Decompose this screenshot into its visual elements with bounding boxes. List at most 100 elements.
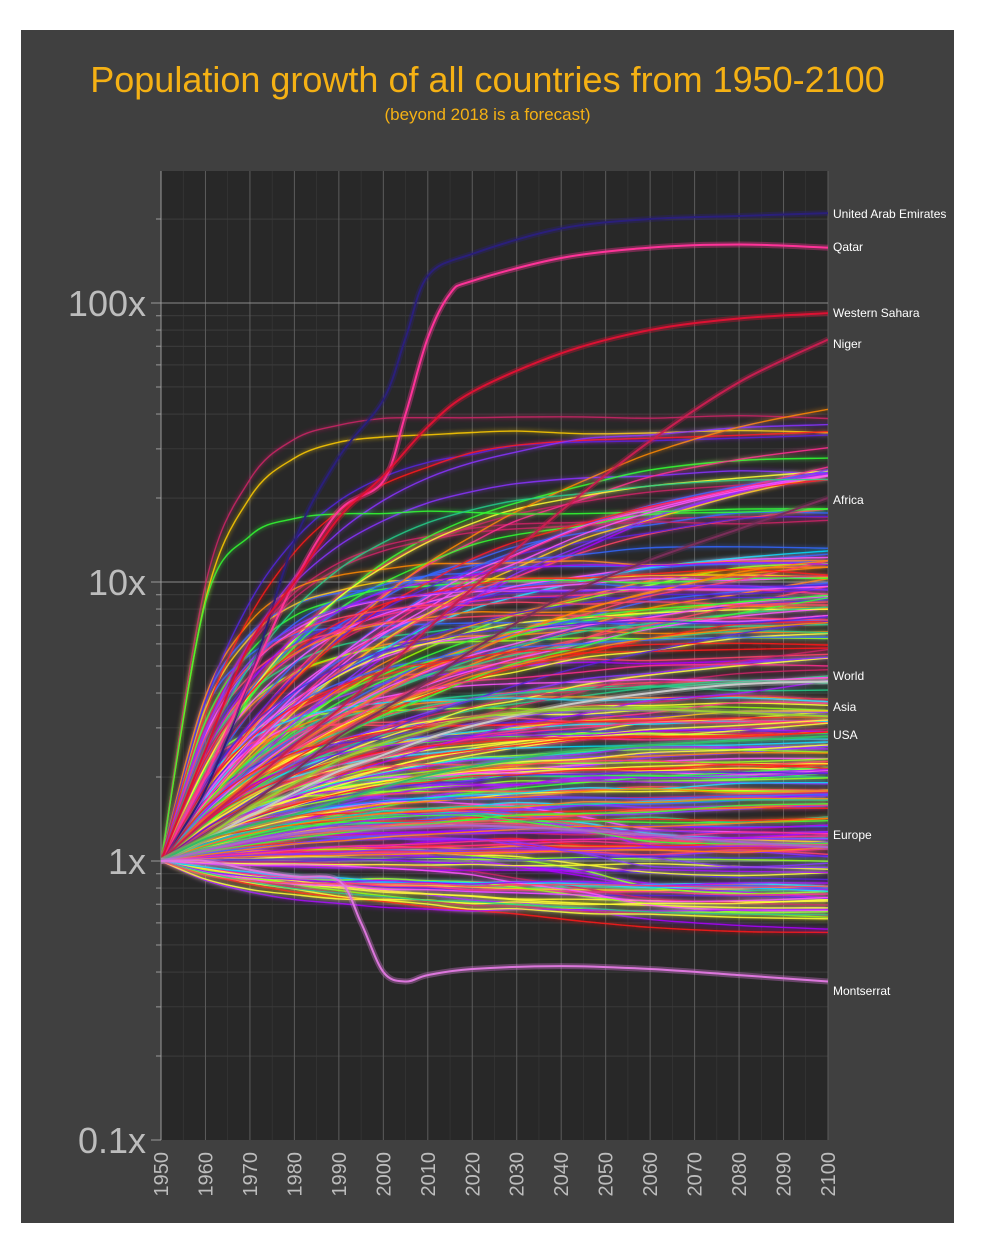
country-line	[161, 474, 828, 862]
x-tick-label: 2030	[507, 1152, 529, 1197]
series-label: Asia	[833, 700, 857, 714]
country-line	[161, 408, 828, 862]
country-line	[161, 620, 828, 862]
country-line	[161, 763, 828, 862]
series-line	[161, 859, 828, 983]
y-tick-label: 0.1x	[78, 1120, 146, 1161]
series-line	[161, 707, 828, 862]
country-line	[161, 656, 828, 862]
country-line	[161, 860, 828, 912]
country-line	[161, 616, 828, 862]
country-line	[161, 860, 828, 906]
series-label: Qatar	[833, 240, 863, 254]
x-tick-label: 1980	[284, 1152, 306, 1197]
country-line	[161, 561, 828, 862]
country-line	[161, 679, 828, 862]
series-label: Africa	[833, 493, 864, 507]
x-tick-label: 2070	[685, 1152, 707, 1197]
country-line	[161, 434, 828, 862]
country-line	[161, 429, 828, 862]
country-line	[161, 559, 828, 862]
country-line	[161, 614, 828, 862]
country-line	[161, 788, 828, 862]
series-line	[161, 312, 828, 862]
series-line	[161, 338, 828, 862]
series-line	[161, 824, 828, 862]
x-tick-label: 2020	[462, 1152, 484, 1197]
country-line	[161, 629, 828, 862]
country-line	[161, 423, 828, 862]
country-line	[161, 694, 828, 862]
country-line	[161, 466, 828, 862]
country-line	[161, 860, 828, 920]
series-label: Niger	[833, 337, 862, 351]
x-tick-label: 2080	[729, 1152, 751, 1197]
country-line	[161, 515, 828, 862]
country-line	[161, 841, 828, 862]
country-line	[161, 860, 828, 887]
country-line	[161, 478, 828, 862]
country-line	[161, 728, 828, 862]
x-tick-label: 2010	[418, 1152, 440, 1197]
y-axis	[151, 171, 162, 1141]
series-labels: United Arab Emirates Qatar Western Sahara N…	[833, 207, 946, 998]
country-line	[161, 447, 828, 862]
country-line	[161, 814, 828, 862]
country-line	[161, 860, 828, 912]
country-line	[161, 414, 828, 862]
country-line	[161, 595, 828, 862]
country-line	[161, 716, 828, 862]
country-line	[161, 771, 828, 862]
country-line	[161, 860, 828, 887]
x-tick-label: 2040	[551, 1152, 573, 1197]
country-line	[161, 804, 828, 862]
x-tick-label: 2050	[596, 1152, 618, 1197]
country-line	[161, 860, 828, 870]
country-line	[161, 817, 828, 862]
series-line	[161, 680, 828, 862]
country-line	[161, 797, 828, 862]
country-line	[161, 855, 828, 862]
chart-title: Population growth of all countries from …	[90, 59, 885, 100]
country-line	[161, 860, 828, 909]
country-line	[161, 860, 828, 896]
series-label: World	[833, 669, 864, 683]
country-line	[161, 642, 828, 862]
country-line	[161, 771, 828, 862]
series-label: Montserrat	[833, 984, 891, 998]
country-line	[161, 630, 828, 862]
grid	[160, 171, 829, 1140]
country-line	[161, 846, 828, 862]
x-tick-label: 1950	[151, 1152, 173, 1197]
labeled-series	[161, 210, 828, 985]
series-label: Europe	[833, 828, 872, 842]
y-tick-label: 10x	[88, 562, 146, 603]
series-line	[161, 735, 828, 862]
country-line	[161, 474, 828, 862]
series-line	[161, 497, 828, 862]
series-line	[161, 243, 828, 862]
country-line	[161, 601, 828, 862]
country-line	[161, 816, 828, 862]
country-line	[161, 860, 828, 903]
series-label: United Arab Emirates	[833, 207, 946, 221]
x-tick-labels: 1950 1960 1970 1980 1990 2000 2010 2020 2030 2040…	[151, 1152, 840, 1197]
x-tick-label: 2090	[774, 1152, 796, 1197]
y-tick-label: 100x	[68, 283, 146, 324]
country-line	[161, 575, 828, 862]
x-tick-label: 2100	[818, 1152, 840, 1197]
series-label: USA	[833, 728, 858, 742]
country-line	[161, 759, 828, 862]
country-line	[161, 636, 828, 862]
country-line	[161, 584, 828, 862]
x-tick-label: 1970	[240, 1152, 262, 1197]
country-line	[161, 837, 828, 868]
country-line	[161, 568, 828, 862]
country-line	[161, 860, 828, 934]
country-line	[161, 657, 828, 862]
country-line	[161, 860, 828, 889]
country-line	[161, 560, 828, 862]
country-line	[161, 803, 828, 862]
x-tick-label: 2000	[373, 1152, 395, 1197]
